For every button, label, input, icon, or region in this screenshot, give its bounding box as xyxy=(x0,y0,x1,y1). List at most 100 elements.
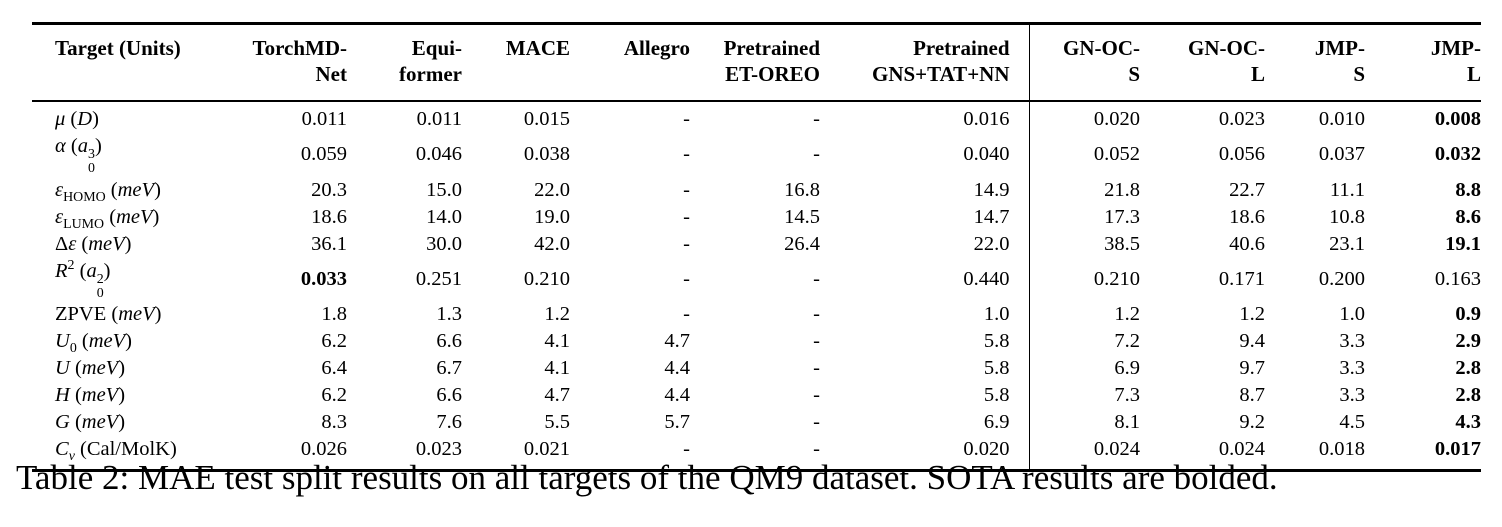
table-row: ZPVE (meV) 1.8 1.3 1.2 - - 1.0 1.2 1.2 1.0 0.9 xyxy=(32,301,1481,329)
results-table: Target (Units) TorchMD- Net Equi-former MACE… xyxy=(32,22,1481,473)
value-cell: 0.037 xyxy=(1318,143,1365,166)
column-header-gn-oc-l: GN-OC- L xyxy=(1140,22,1265,102)
row-label: H (meV) xyxy=(55,384,126,407)
value-cell: 9.7 xyxy=(1239,357,1265,380)
value-cell: 4.5 xyxy=(1339,411,1365,434)
value-cell: 0.251 xyxy=(415,268,462,291)
value-cell: 0.023 xyxy=(347,436,462,473)
value-cell: 0.020 xyxy=(820,436,1029,473)
table-caption: Table 2: MAE test split results on all t… xyxy=(16,458,1278,497)
value-cell: - xyxy=(683,232,690,255)
value-cell: 22.7 xyxy=(1229,178,1265,201)
value-cell: 11.1 xyxy=(1329,178,1365,201)
value-cell: 6.4 xyxy=(321,357,347,380)
value-cell: 1.8 xyxy=(321,303,347,326)
table-header: Target (Units) TorchMD- Net Equi-former MACE… xyxy=(32,22,1481,102)
value-cell: 0.210 xyxy=(1028,257,1140,302)
table-row: εHOMO (meV) 20.3 15.0 22.0 - 16.8 14.9 21.8 22.7… xyxy=(32,176,1481,204)
value-cell: 38.5 xyxy=(1028,230,1140,258)
row-label: G (meV) xyxy=(55,411,126,434)
value-cell: 26.4 xyxy=(784,232,820,255)
value-cell: 6.9 xyxy=(983,411,1010,434)
value-cell: 0.008 xyxy=(1434,108,1481,130)
value-cell: 14.7 xyxy=(973,205,1010,228)
value-cell: 6.9 xyxy=(1028,355,1140,383)
value-cell: 8.7 xyxy=(1239,384,1265,407)
value-cell: 0.026 xyxy=(222,436,347,473)
value-cell: 0.023 xyxy=(1218,108,1265,130)
value-cell: 0.210 xyxy=(523,268,570,291)
value-cell: 5.8 xyxy=(983,330,1010,353)
value-cell: 21.8 xyxy=(1028,176,1140,204)
value-cell: - xyxy=(683,178,690,201)
value-cell: - xyxy=(813,411,820,434)
value-cell: 0.056 xyxy=(1218,143,1265,166)
value-cell: 0.440 xyxy=(963,268,1010,291)
value-cell: 1.3 xyxy=(436,303,462,326)
value-cell: 0.015 xyxy=(523,108,570,130)
value-cell: 2.8 xyxy=(1455,357,1481,380)
value-cell: - xyxy=(813,384,820,407)
column-header-mace: MACE xyxy=(462,22,570,102)
value-cell: 0.011 xyxy=(301,108,347,130)
value-cell: 5.5 xyxy=(544,411,570,434)
value-cell: - xyxy=(683,205,690,228)
value-cell: 6.7 xyxy=(436,357,462,380)
value-cell: - xyxy=(813,357,820,380)
value-cell: 36.1 xyxy=(311,232,347,255)
value-cell: 9.4 xyxy=(1239,330,1265,353)
value-cell: 7.6 xyxy=(436,411,462,434)
value-cell: 4.1 xyxy=(544,357,570,380)
value-cell: 9.2 xyxy=(1239,411,1265,434)
header-row: Target (Units) TorchMD- Net Equi-former MACE… xyxy=(32,22,1481,102)
table-row: H (meV) 6.2 6.6 4.7 4.4 - 5.8 7.3 8.7 3.3 2.8 xyxy=(32,382,1481,410)
value-cell: 0.020 xyxy=(1028,101,1140,133)
value-cell: 5.8 xyxy=(983,384,1010,407)
table-row: Δε (meV) 36.1 30.0 42.0 - 26.4 22.0 38.5 40.6 23.… xyxy=(32,230,1481,258)
value-cell: 0.032 xyxy=(1434,143,1481,166)
row-label: U (meV) xyxy=(55,357,126,380)
value-cell: 0.163 xyxy=(1434,268,1481,291)
value-cell: 6.2 xyxy=(321,384,347,407)
column-header-pretrained-gns-tat-nn: Pretrained GNS+TAT+NN xyxy=(820,22,1029,102)
value-cell: 2.8 xyxy=(1455,384,1481,407)
row-label: α (a 3 0) xyxy=(55,135,102,177)
table-row: εLUMO (meV) 18.6 14.0 19.0 - 14.5 14.7 17.3 18.6… xyxy=(32,203,1481,231)
value-cell: 4.7 xyxy=(544,384,570,407)
table-row: Cν (Cal/MolK) 0.026 0.023 0.021- -0.020 0.024… xyxy=(32,436,1481,473)
table-row: α (a 3 0) 0.059 0.046 0.038 - - 0.040 0.052 0.056 0… xyxy=(32,133,1481,177)
value-cell: 3.3 xyxy=(1339,330,1365,353)
value-cell: 18.6 xyxy=(311,205,347,228)
value-cell: 0.040 xyxy=(963,143,1010,166)
value-cell: 6.2 xyxy=(321,330,347,353)
value-cell: 17.3 xyxy=(1028,203,1140,231)
value-cell: 14.0 xyxy=(426,205,462,228)
value-cell: 19.0 xyxy=(534,205,570,228)
table-row: μ (D) 0.011 0.011 0.015 - - 0.016 0.020 0.023 0.0… xyxy=(32,101,1481,133)
value-cell: 5.7 xyxy=(664,411,690,434)
value-cell: 14.9 xyxy=(973,178,1010,201)
value-cell: 0.024 xyxy=(1140,436,1265,473)
value-cell: 30.0 xyxy=(426,232,462,255)
value-cell: 8.8 xyxy=(1455,178,1481,201)
value-cell: 2.9 xyxy=(1455,330,1481,353)
table-row: U (meV) 6.4 6.7 4.1 4.4 - 5.8 6.9 9.7 3.3 2.8 xyxy=(32,355,1481,383)
row-label: Cν (Cal/MolK) xyxy=(32,436,222,473)
value-cell: 3.3 xyxy=(1339,357,1365,380)
value-cell: 16.8 xyxy=(784,178,820,201)
value-cell: 0.038 xyxy=(523,143,570,166)
value-cell: - xyxy=(813,143,820,166)
value-cell: 42.0 xyxy=(534,232,570,255)
value-cell: 6.6 xyxy=(436,330,462,353)
value-cell: 0.046 xyxy=(415,143,462,166)
value-cell: 19.1 xyxy=(1445,232,1481,255)
value-cell: 0.024 xyxy=(1028,436,1140,473)
row-label: U0 (meV) xyxy=(55,330,132,357)
column-header-jmp-s: JMP- S xyxy=(1265,22,1365,102)
value-cell: 22.0 xyxy=(973,232,1010,255)
value-cell: 3.3 xyxy=(1339,384,1365,407)
value-cell: 0.011 xyxy=(416,108,462,130)
value-cell: - xyxy=(683,303,690,326)
value-cell: - xyxy=(683,268,690,291)
column-header-equiformer: Equi-former xyxy=(347,22,462,102)
